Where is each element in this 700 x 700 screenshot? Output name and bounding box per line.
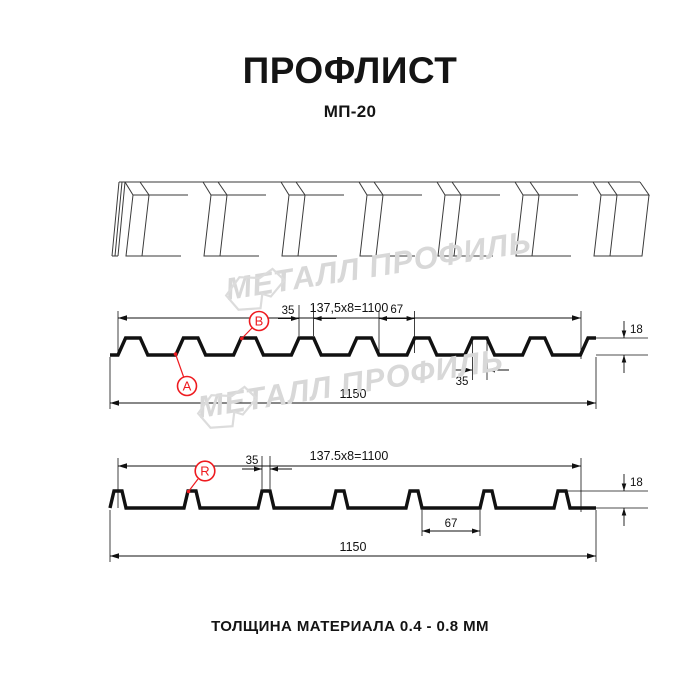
dim-profile-height-bottom: 18 xyxy=(566,474,648,526)
marker-a: A xyxy=(173,352,198,397)
dim-text-lower-rib-width: 35 xyxy=(456,376,469,388)
dim-text-rib-top-width-bottom: 35 xyxy=(246,455,259,467)
dim-text-profile-height-bottom: 18 xyxy=(630,477,643,489)
marker-r-circle xyxy=(194,460,216,482)
dim-total-width-bottom: 1150 xyxy=(109,510,597,562)
marker-r: R xyxy=(186,460,216,494)
iso-sheet-geometry xyxy=(111,181,650,257)
dim-text-valley-width-bottom: 67 xyxy=(445,518,458,530)
dim-text-overall-pitch-bottom: 137.5x8=1100 xyxy=(310,449,389,463)
dim-profile-height: 18 xyxy=(592,321,648,373)
header: ПРОФЛИСТ МП-20 xyxy=(0,50,700,122)
dim-text-overall-pitch: 137,5x8=1100 xyxy=(310,301,389,315)
marker-a-label: A xyxy=(183,379,192,394)
section-one-drawing: 137,5x8=1100 35 xyxy=(0,285,700,430)
dim-overall-pitch-top: 137,5x8=1100 xyxy=(117,301,582,359)
dim-lower-rib-width: 35 xyxy=(452,340,509,388)
page-title: ПРОФЛИСТ xyxy=(242,50,458,91)
material-thickness-note: ТОЛЩИНА МАТЕРИАЛА 0.4 - 0.8 ММ xyxy=(211,618,489,635)
dim-text-rib-top-width: 35 xyxy=(282,305,295,317)
dim-valley-width-bottom: 67 xyxy=(421,510,481,536)
page-subtitle: МП-20 xyxy=(323,101,377,121)
marker-r-label: R xyxy=(200,464,209,479)
dim-overall-pitch-bottom: 137.5x8=1100 xyxy=(117,449,582,512)
dim-text-profile-height: 18 xyxy=(630,324,643,336)
profile-outline-top xyxy=(110,336,596,357)
marker-b-circle xyxy=(248,310,270,332)
marker-a-circle xyxy=(176,375,198,397)
dim-text-total-width-bottom: 1150 xyxy=(340,540,367,554)
dim-total-width-top: 1150 xyxy=(109,357,597,409)
dim-valley-width: 67 xyxy=(378,304,415,353)
profile-outline-bottom xyxy=(108,489,596,510)
section-two-drawing: 137.5x8=1100 35 xyxy=(0,428,700,573)
marker-b-label: B xyxy=(255,314,264,329)
dim-text-valley-width: 67 xyxy=(390,304,403,316)
dim-text-total-width: 1150 xyxy=(340,387,367,401)
isometric-sheet-view xyxy=(0,155,700,295)
marker-b: B xyxy=(240,310,270,341)
dim-rib-top-width-bottom: 35 xyxy=(242,455,292,489)
